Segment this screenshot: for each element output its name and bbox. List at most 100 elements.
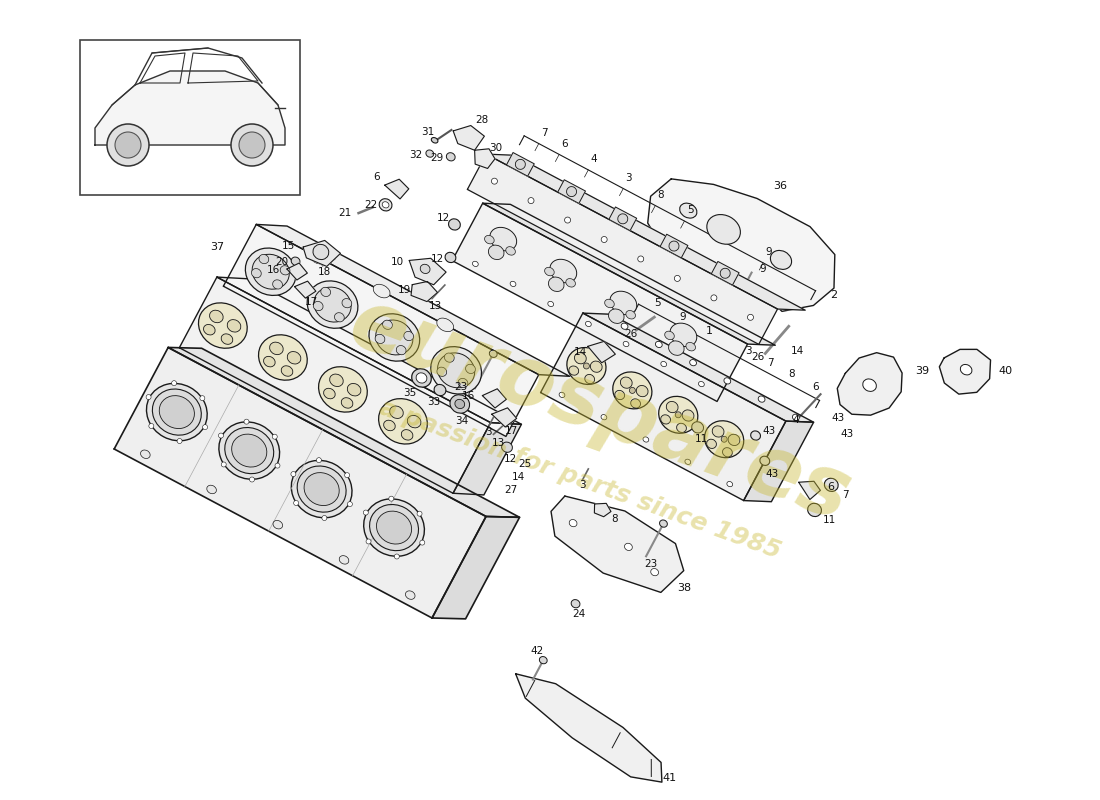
Text: 26: 26 <box>751 352 764 362</box>
Ellipse shape <box>651 569 659 576</box>
Ellipse shape <box>502 442 513 452</box>
Ellipse shape <box>686 342 695 351</box>
Ellipse shape <box>792 414 800 421</box>
Ellipse shape <box>146 394 151 399</box>
Text: 41: 41 <box>662 774 676 783</box>
Ellipse shape <box>583 363 590 369</box>
Text: 23: 23 <box>454 382 467 393</box>
Ellipse shape <box>559 392 565 398</box>
Ellipse shape <box>364 499 425 556</box>
Ellipse shape <box>669 241 679 251</box>
Ellipse shape <box>685 459 691 465</box>
Ellipse shape <box>490 227 517 251</box>
Text: 19: 19 <box>398 285 411 295</box>
Ellipse shape <box>571 599 580 608</box>
Polygon shape <box>506 153 535 176</box>
Text: 16: 16 <box>462 391 475 401</box>
Ellipse shape <box>219 422 279 479</box>
Ellipse shape <box>370 505 418 550</box>
Text: 10: 10 <box>390 257 404 267</box>
Ellipse shape <box>264 356 275 367</box>
Text: 6: 6 <box>561 139 568 149</box>
Ellipse shape <box>465 364 475 374</box>
Ellipse shape <box>373 284 390 298</box>
Ellipse shape <box>585 322 592 326</box>
Polygon shape <box>468 154 778 344</box>
Ellipse shape <box>232 434 267 467</box>
Ellipse shape <box>585 374 595 384</box>
Ellipse shape <box>760 456 770 466</box>
Ellipse shape <box>382 202 389 208</box>
Ellipse shape <box>252 254 289 289</box>
Ellipse shape <box>107 124 148 166</box>
Text: 14: 14 <box>791 346 804 356</box>
Ellipse shape <box>549 277 564 291</box>
Ellipse shape <box>539 657 547 664</box>
Ellipse shape <box>613 372 652 409</box>
Ellipse shape <box>221 334 233 344</box>
Text: 12: 12 <box>437 214 450 223</box>
Ellipse shape <box>625 543 632 550</box>
Text: 2: 2 <box>830 290 837 300</box>
Ellipse shape <box>376 320 412 355</box>
Polygon shape <box>385 179 409 199</box>
Text: 39: 39 <box>915 366 930 376</box>
Text: 17: 17 <box>305 298 318 307</box>
Text: 3: 3 <box>745 346 751 356</box>
Text: 3: 3 <box>579 480 585 490</box>
Text: 6: 6 <box>812 382 818 392</box>
Polygon shape <box>648 179 835 311</box>
Ellipse shape <box>116 132 141 158</box>
Ellipse shape <box>664 331 674 340</box>
Ellipse shape <box>407 415 421 428</box>
Text: 43: 43 <box>840 430 854 439</box>
Ellipse shape <box>219 433 223 438</box>
Ellipse shape <box>618 214 628 224</box>
Text: 8: 8 <box>612 514 618 524</box>
Ellipse shape <box>292 460 352 518</box>
Ellipse shape <box>431 138 438 143</box>
Ellipse shape <box>566 347 606 385</box>
Ellipse shape <box>446 252 455 262</box>
Text: 40: 40 <box>998 366 1012 376</box>
Ellipse shape <box>309 250 327 264</box>
Ellipse shape <box>490 350 497 358</box>
Polygon shape <box>482 389 506 408</box>
Ellipse shape <box>321 287 331 297</box>
Ellipse shape <box>758 396 764 402</box>
Ellipse shape <box>682 410 694 421</box>
Ellipse shape <box>384 420 395 430</box>
Text: 24: 24 <box>573 609 586 618</box>
Ellipse shape <box>661 414 671 424</box>
Ellipse shape <box>210 310 223 322</box>
Ellipse shape <box>485 235 494 244</box>
Ellipse shape <box>290 471 296 477</box>
Ellipse shape <box>550 259 576 282</box>
Ellipse shape <box>148 423 154 429</box>
Text: 20: 20 <box>275 257 288 266</box>
Ellipse shape <box>282 366 293 376</box>
Ellipse shape <box>437 318 453 332</box>
Text: 21: 21 <box>339 208 352 218</box>
Polygon shape <box>287 263 307 280</box>
Text: 16: 16 <box>266 265 279 274</box>
Text: 15: 15 <box>283 242 296 251</box>
Ellipse shape <box>239 132 265 158</box>
Text: 43: 43 <box>764 469 778 478</box>
Ellipse shape <box>438 353 475 388</box>
Text: 17: 17 <box>505 426 518 436</box>
Ellipse shape <box>273 434 277 439</box>
Text: 42: 42 <box>530 646 543 656</box>
Text: 1: 1 <box>706 326 713 335</box>
Ellipse shape <box>319 366 367 412</box>
Polygon shape <box>492 408 517 427</box>
Polygon shape <box>483 203 776 346</box>
Polygon shape <box>516 674 662 782</box>
Text: 6: 6 <box>827 482 834 492</box>
Ellipse shape <box>177 438 183 443</box>
Ellipse shape <box>675 412 681 418</box>
Text: eurospares: eurospares <box>339 282 861 538</box>
Polygon shape <box>168 347 519 518</box>
Ellipse shape <box>638 256 644 262</box>
Ellipse shape <box>660 520 668 527</box>
